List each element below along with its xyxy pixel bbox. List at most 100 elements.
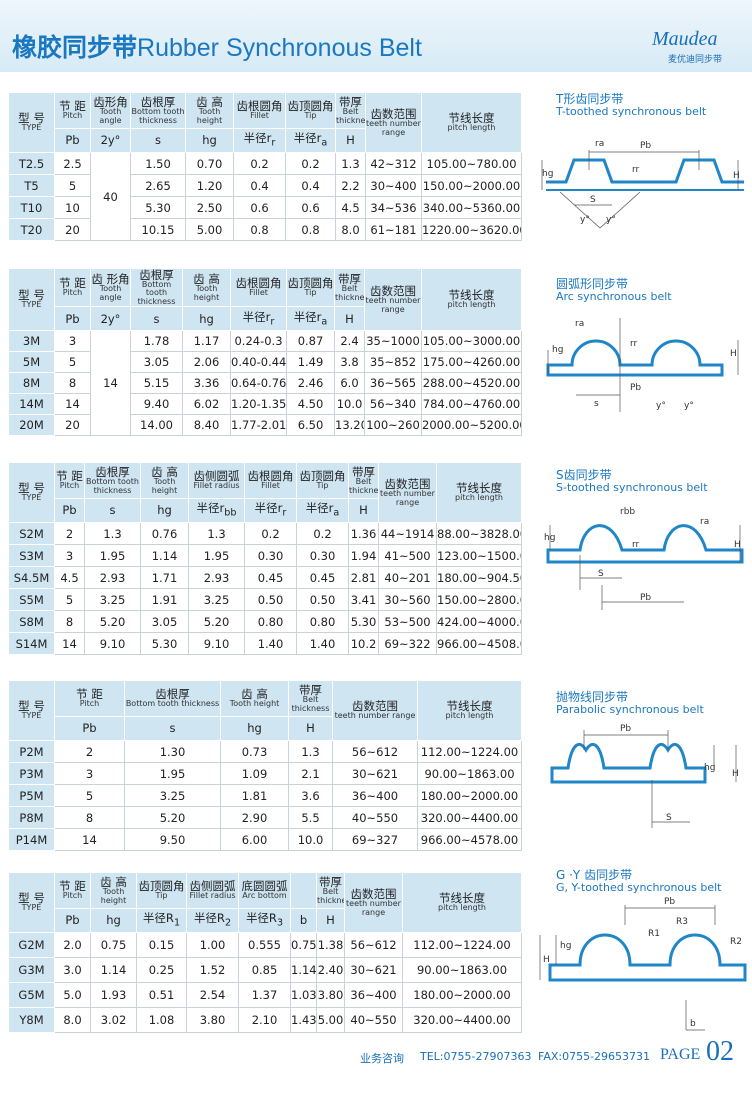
data-cell: 3.6 <box>288 784 333 807</box>
label: hg <box>544 533 555 543</box>
data-cell: 5.00 <box>316 1007 345 1033</box>
type-cell: 5M <box>8 351 55 374</box>
label: Pb <box>664 897 675 907</box>
header-row: 型 号 TYPE 节 距 Pitch 齿形角 Tooth angle 齿根厚 Bottom t… <box>8 92 522 153</box>
unit-sub: r <box>271 137 276 149</box>
data-cell: 2.10 <box>238 1007 291 1033</box>
header-cell: 齿 形角 Tooth angle <box>90 267 131 308</box>
unit-sub: 3 <box>276 917 284 929</box>
data-cell: 69~322 <box>378 632 437 655</box>
data-cell: 14 <box>54 632 85 655</box>
header-cn: 齿 形角 <box>91 272 130 287</box>
data-cell: 340.00~5360.00 <box>421 196 522 219</box>
data-row: S4.5M 4.5 2.93 1.71 2.93 0.45 0.45 2.81 40~201 18… <box>8 566 522 589</box>
arc-belt <box>546 339 724 377</box>
label: rr <box>632 540 640 550</box>
header-cn: 齿顶圆角 <box>287 99 334 114</box>
label: R1 <box>648 929 660 939</box>
header-cell: 节线长度 pitch length <box>402 872 522 933</box>
header-cell: 底圆圆弧 Arc bottom <box>238 872 291 909</box>
header-cell: 节 距 Pitch <box>54 680 125 717</box>
header-unit: 半径ra <box>286 306 335 332</box>
data-cell: 30~621 <box>344 957 403 983</box>
label: y° <box>580 215 590 225</box>
header-en: teeth number range <box>334 711 416 721</box>
data-cell: 14 <box>54 828 125 851</box>
data-cell: 1.95 <box>188 544 245 567</box>
data-cell: 56~612 <box>332 740 418 763</box>
data-cell: 5.15 <box>130 372 183 395</box>
data-cell: 3.05 <box>130 351 183 374</box>
header-en: Fillet radius <box>189 891 236 901</box>
data-cell: 1.77-2.01 <box>230 414 287 437</box>
data-cell: 1.95 <box>84 544 141 567</box>
header-row: 型 号 TYPE 节 距 Pitch 齿根厚 Bottom tooth thickness… <box>8 680 522 741</box>
data-cell: 90.00~1863.00 <box>417 762 522 785</box>
header-row: 型 号 TYPE 节 距 Pitch 齿 高 Tooth height 齿顶圆角 Tip 齿侧圆… <box>8 872 522 933</box>
data-cell: 4.50 <box>286 393 335 416</box>
data-cell: 1.3 <box>188 522 245 545</box>
label: hg <box>542 169 553 179</box>
dimension-lines <box>539 150 741 1031</box>
header-cn: 带厚 <box>319 875 342 890</box>
header-unit: hg <box>182 306 231 332</box>
logo: Maudea <box>652 28 718 50</box>
header-cell: 齿顶圆角 Tip <box>285 92 336 129</box>
data-cell: 1.14 <box>140 544 189 567</box>
data-cell: 3.36 <box>182 372 231 395</box>
spec-table: 型 号 TYPE 节 距 Pitch 齿根厚 Bottom tooth thickness… <box>8 462 522 655</box>
data-cell: 14 <box>54 393 91 416</box>
data-row: P5M 5 3.25 1.81 3.6 36~400 180.00~2000.00 <box>8 784 522 807</box>
data-row: G5M 5.0 1.93 0.51 2.54 1.37 1.03 3.80 36~400 180.… <box>8 982 522 1008</box>
data-cell: 2.06 <box>182 351 231 374</box>
header-cn: 齿侧圆弧 <box>193 469 240 484</box>
data-cell: 320.00~4400.00 <box>402 1007 522 1033</box>
page-number: 02 <box>706 1036 734 1067</box>
header-cn: 齿 高 <box>241 687 268 702</box>
data-cell: 1.00 <box>186 932 239 958</box>
data-cell: 112.00~1224.00 <box>402 932 522 958</box>
header-unit: s <box>130 306 183 332</box>
data-cell: 0.2 <box>296 522 349 545</box>
data-row: Y8M 8.0 3.02 1.08 3.80 2.10 1.43 5.00 40~550 320.… <box>8 1007 522 1033</box>
header-row: Pb 2y° s hg 半径rr 半径ra H <box>9 306 522 332</box>
data-cell: 2.50 <box>185 196 234 219</box>
data-cell: 0.85 <box>238 957 291 983</box>
diagram-title-cn: 圆弧形同步带 <box>556 277 629 291</box>
data-cell: 784.00~4760.00 <box>421 393 522 416</box>
header-en: Belt thickness <box>317 887 344 905</box>
data-cell: 9.10 <box>188 632 245 655</box>
data-cell: 35~852 <box>364 351 422 374</box>
data-cell: 5.30 <box>130 196 186 219</box>
data-cell: 123.00~1500.00 <box>436 544 522 567</box>
data-cell: 2.5 <box>54 152 91 175</box>
data-cell: 69~327 <box>332 828 418 851</box>
header-cell: 型 号 TYPE <box>8 267 55 332</box>
data-cell: 6.00 <box>220 828 289 851</box>
data-cell: 40~550 <box>344 1007 403 1033</box>
data-cell: 5.5 <box>288 806 333 829</box>
data-row: T5 5 2.65 1.20 0.4 0.4 2.2 30~400 150.00~2000.00 <box>8 174 522 197</box>
data-cell: 0.80 <box>296 610 349 633</box>
header-unit: H <box>335 128 366 153</box>
header-cn: 节线长度 <box>456 481 502 496</box>
header-unit: 半径rbb <box>188 498 245 523</box>
header-en: TYPE <box>21 711 42 721</box>
header-unit: H <box>334 306 365 332</box>
header-cn: 带厚 <box>299 683 322 698</box>
data-cell: 3.0 <box>54 957 91 983</box>
data-cell: 112.00~1224.00 <box>417 740 522 763</box>
g-belt <box>548 933 747 982</box>
title: 橡胶同步带Rubber Synchronous Belt <box>12 28 422 64</box>
header-cell: 齿数范围 teeth number range <box>344 872 403 933</box>
header-en: Tooth angle <box>99 107 122 125</box>
label: ra <box>595 139 604 149</box>
header-unit: hg <box>185 128 234 153</box>
header-en: Fillet radius <box>193 481 240 491</box>
header-cell <box>290 872 317 909</box>
data-cell: 1.3 <box>288 740 333 763</box>
header-en: Fillet <box>249 288 268 298</box>
header-unit: Pb <box>54 908 91 933</box>
header-cn: 节 距 <box>59 99 86 114</box>
data-cell: 0.40-0.44 <box>230 351 287 374</box>
